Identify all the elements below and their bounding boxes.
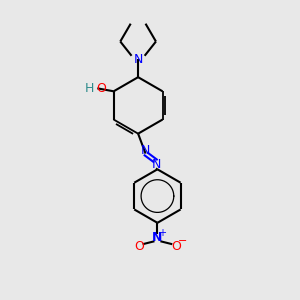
Text: −: − bbox=[178, 236, 187, 246]
Text: N: N bbox=[152, 231, 163, 244]
Text: +: + bbox=[158, 228, 166, 238]
Text: O: O bbox=[171, 239, 181, 253]
Text: H: H bbox=[84, 82, 94, 95]
Text: O: O bbox=[134, 239, 144, 253]
Text: N: N bbox=[151, 158, 160, 171]
Text: N: N bbox=[141, 143, 150, 157]
Text: O: O bbox=[96, 82, 106, 95]
Text: N: N bbox=[134, 53, 143, 66]
